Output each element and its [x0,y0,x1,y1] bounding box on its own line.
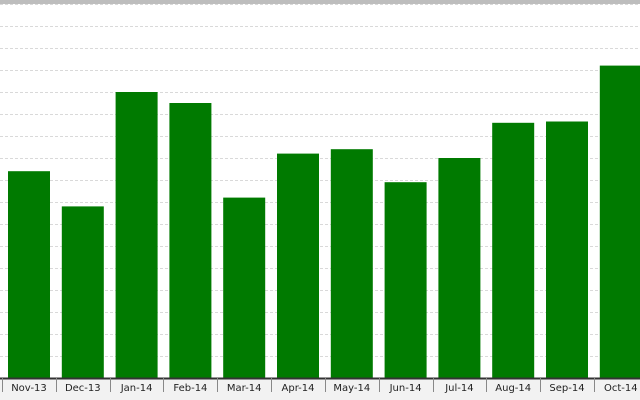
bar-apr-14 [277,153,319,378]
bar-aug-14 [492,122,535,378]
bar-jul-14 [438,158,481,378]
gridlines [0,4,640,357]
x-tick-label: Mar-14 [227,383,262,394]
x-tick-label: Nov-13 [11,383,47,394]
x-tick-label: Aug-14 [495,383,531,394]
top-border [0,0,640,4]
bar-dec-13 [61,206,104,378]
x-tick-label: May-14 [333,383,370,394]
bar-mar-14 [223,197,266,378]
x-tick-label: Jul-14 [444,383,473,394]
x-tick-label: Dec-13 [65,383,101,394]
bar-jun-14 [384,182,427,378]
x-tick-label: Sep-14 [549,383,584,394]
x-tick-label: Feb-14 [173,383,207,394]
bars [8,65,640,378]
x-tick-label: Jun-14 [389,383,422,394]
x-tick-label: Oct-14 [604,383,638,394]
bar-nov-13 [8,171,50,378]
x-axis [0,377,640,400]
x-tick-label: Jan-14 [120,383,153,394]
bar-oct-14 [599,65,640,378]
x-tick-label: Apr-14 [282,383,315,394]
x-tick-labels: Nov-13 Dec-13 Jan-14 Feb-14 Mar-14 Apr-14 May-… [11,383,637,394]
bar-may-14 [330,149,373,378]
bar-jan-14 [115,92,158,378]
bar-feb-14 [169,103,212,378]
bar-sep-14 [546,121,588,378]
x-axis-band [0,378,640,400]
